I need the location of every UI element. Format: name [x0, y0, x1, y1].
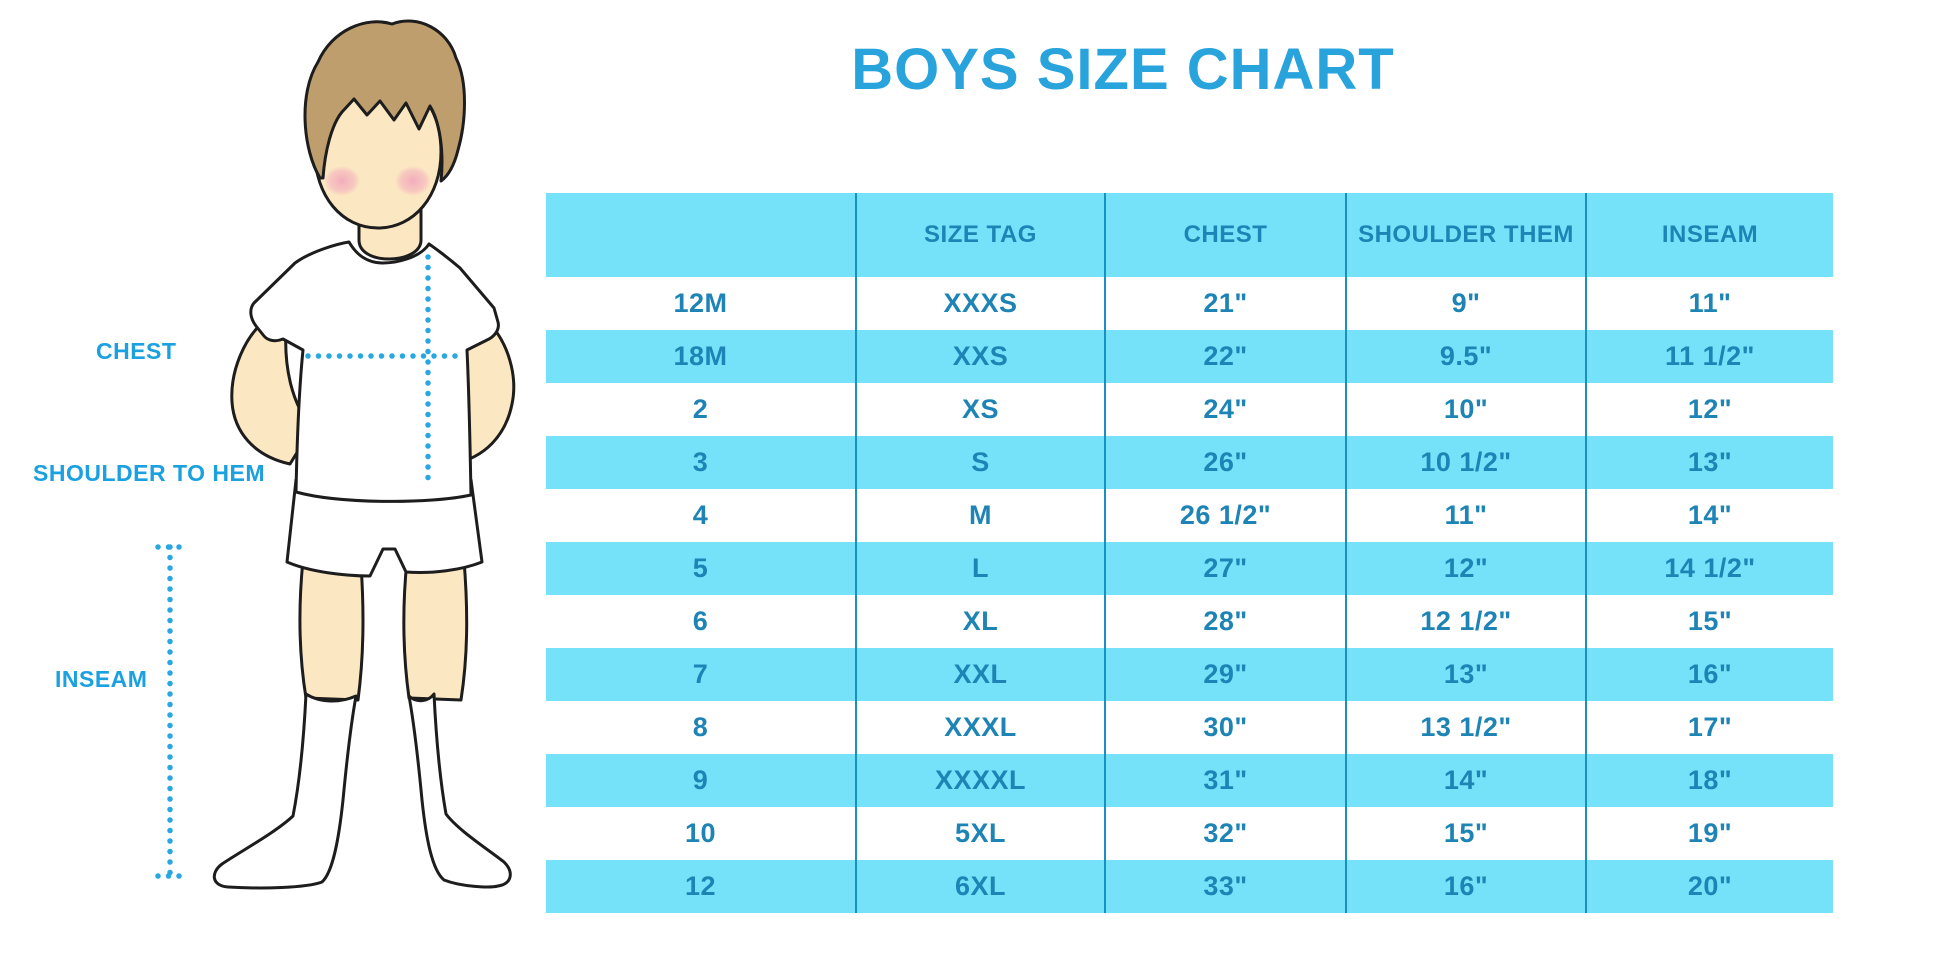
table-cell: 17" — [1687, 712, 1733, 742]
table-cell: XXXS — [857, 277, 1106, 330]
table-cell: 31" — [1106, 754, 1347, 807]
header-cell-shoulder-them: SHOULDER THEM — [1347, 193, 1587, 277]
table-cell: 11" — [1688, 288, 1732, 318]
table-cell: 13" — [1347, 648, 1587, 701]
table-cell: 6 — [546, 595, 857, 648]
boy-sock-left — [212, 692, 358, 890]
table-cell: XXL — [857, 648, 1106, 701]
measurement-figure: CHEST SHOULDER TO HEM INSEAM — [0, 0, 540, 973]
table-cell: 20" — [1687, 871, 1733, 901]
table-cell: 11 1/2" — [1665, 341, 1755, 371]
table-cell: 18M — [546, 330, 857, 383]
table-cell: XXXXL — [857, 754, 1106, 807]
table-cell: 32" — [1106, 807, 1347, 860]
table-cell: 19" — [1687, 818, 1733, 848]
boy-leg-left — [298, 558, 365, 702]
table-cell: 28" — [1106, 595, 1347, 648]
table-row: 2 XS 24" 10" 12" — [546, 383, 1833, 436]
table-row: 10 5XL 32" 15" 19" — [546, 807, 1833, 860]
table-cell: 29" — [1106, 648, 1347, 701]
inseam-label: INSEAM — [55, 666, 148, 692]
boy-shirt — [249, 240, 500, 503]
table-cell: 21" — [1106, 277, 1347, 330]
shoulder-to-hem-label: SHOULDER TO HEM — [33, 460, 265, 486]
table-row: 12 6XL 33" 16" 20" — [546, 860, 1833, 913]
boy-leg-right — [402, 558, 469, 702]
table-cell: 10" — [1347, 383, 1587, 436]
boy-shorts — [285, 478, 484, 578]
table-cell: L — [857, 542, 1106, 595]
table-cell: 12" — [1687, 394, 1733, 424]
table-row: 9 XXXXL 31" 14" 18" — [546, 754, 1833, 807]
header-cell-inseam: INSEAM — [1661, 221, 1759, 248]
table-row: 12M XXXS 21" 9" 11" — [546, 277, 1833, 330]
table-header-row: SIZE TAG CHEST SHOULDER THEM INSEAM — [546, 193, 1833, 277]
table-cell: 27" — [1106, 542, 1347, 595]
header-cell-size — [546, 193, 857, 277]
table-cell: M — [857, 489, 1106, 542]
table-cell: 12 — [546, 860, 857, 913]
table-cell: 26 1/2" — [1106, 489, 1347, 542]
table-row: 8 XXXL 30" 13 1/2" 17" — [546, 701, 1833, 754]
table-cell: 8 — [546, 701, 857, 754]
table-cell: S — [857, 436, 1106, 489]
table-row: 5 L 27" 12" 14 1/2" — [546, 542, 1833, 595]
boy-hair — [303, 19, 466, 183]
table-cell: 26" — [1106, 436, 1347, 489]
table-row: 3 S 26" 10 1/2" 13" — [546, 436, 1833, 489]
table-cell: 15" — [1347, 807, 1587, 860]
table-row: 4 M 26 1/2" 11" 14" — [546, 489, 1833, 542]
table-cell: XS — [857, 383, 1106, 436]
page-title: BOYS SIZE CHART — [851, 37, 1395, 102]
table-cell: 7 — [546, 648, 857, 701]
size-table: SIZE TAG CHEST SHOULDER THEM INSEAM 12M X… — [546, 193, 1833, 913]
boy-arm-left — [230, 316, 314, 466]
table-cell: 18" — [1687, 765, 1733, 795]
chest-label: CHEST — [96, 338, 177, 364]
table-cell: 10 — [546, 807, 857, 860]
size-table-body: 12M XXXS 21" 9" 11" 18M XXS 22" 9.5" 11 1/2" 2 XS 24… — [546, 277, 1833, 913]
table-cell: 11" — [1347, 489, 1587, 542]
boy-sock-right — [407, 692, 512, 889]
table-cell: 9" — [1347, 277, 1587, 330]
table-row: 18M XXS 22" 9.5" 11 1/2" — [546, 330, 1833, 383]
table-cell: XXS — [857, 330, 1106, 383]
table-cell: 9.5" — [1347, 330, 1587, 383]
table-cell: 22" — [1106, 330, 1347, 383]
boy-cheek-right — [395, 166, 431, 196]
table-cell: 5 — [546, 542, 857, 595]
table-cell: 5XL — [857, 807, 1106, 860]
table-cell: 6XL — [857, 860, 1106, 913]
table-cell: 14 1/2" — [1664, 553, 1756, 583]
table-cell: 16" — [1347, 860, 1587, 913]
header-cell-chest: CHEST — [1106, 193, 1347, 277]
table-cell: 12" — [1347, 542, 1587, 595]
table-cell: 13 1/2" — [1347, 701, 1587, 754]
table-row: 7 XXL 29" 13" 16" — [546, 648, 1833, 701]
table-cell: 13" — [1687, 447, 1733, 477]
table-row: 6 XL 28" 12 1/2" 15" — [546, 595, 1833, 648]
table-cell: 24" — [1106, 383, 1347, 436]
table-cell: 33" — [1106, 860, 1347, 913]
table-cell: 14" — [1687, 500, 1733, 530]
table-cell: XL — [857, 595, 1106, 648]
table-cell: 15" — [1687, 606, 1733, 636]
boy-illustration — [155, 19, 516, 890]
table-cell: 30" — [1106, 701, 1347, 754]
table-cell: 14" — [1347, 754, 1587, 807]
table-cell: XXXL — [857, 701, 1106, 754]
table-cell: 16" — [1687, 659, 1733, 689]
table-cell: 10 1/2" — [1347, 436, 1587, 489]
boy-cheek-left — [324, 166, 360, 196]
table-cell: 3 — [546, 436, 857, 489]
table-cell: 12 1/2" — [1347, 595, 1587, 648]
table-cell: 2 — [546, 383, 857, 436]
table-cell: 9 — [546, 754, 857, 807]
table-cell: 12M — [546, 277, 857, 330]
table-cell: 4 — [546, 489, 857, 542]
header-cell-size-tag: SIZE TAG — [857, 193, 1106, 277]
